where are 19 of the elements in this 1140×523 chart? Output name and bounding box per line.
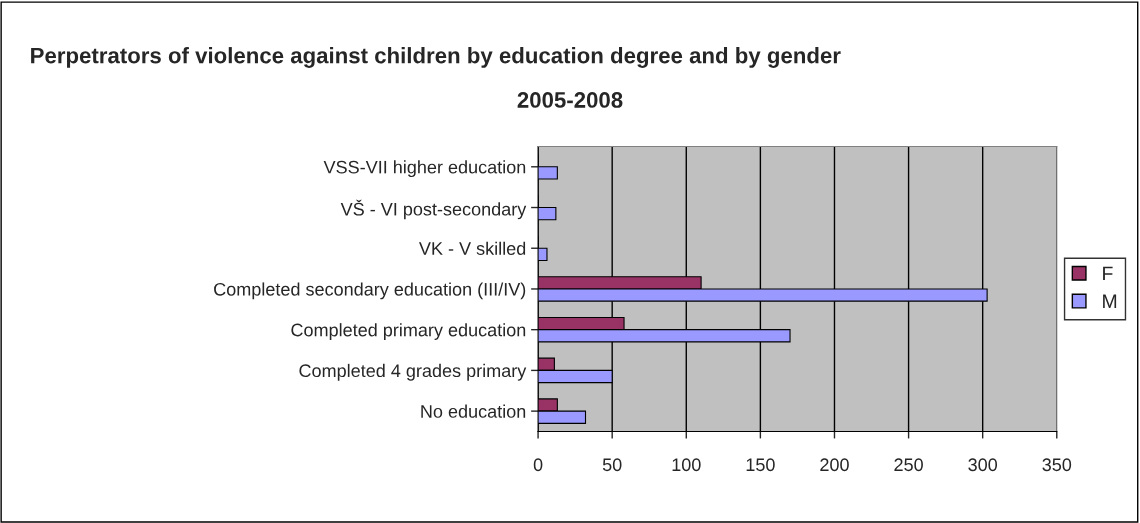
chart-subtitle: 2005-2008 [517,92,623,108]
y-tick-label: VK - V skilled [418,241,526,255]
x-tick-label: 100 [672,458,701,472]
y-tick-label: Completed 4 grades primary [299,363,527,381]
y-tick-label: VSS-VII higher education [323,160,526,178]
legend-label: F [1103,266,1113,281]
y-tick-label: Completed primary education [291,323,526,340]
y-tick-label: VŠ - VI post-secondary [340,199,527,220]
x-tick-label: 150 [746,458,775,472]
y-tick-label: Completed secondary education (III/IV) [214,282,526,300]
legend-label: M [1103,294,1117,308]
x-tick-label: 0 [533,458,543,472]
x-tick-label: 250 [894,458,923,472]
chart-title: Perpetrators of violence against children by education degree and by gender [31,47,841,68]
x-tick-label: 200 [820,458,849,472]
x-tick-label: 50 [602,458,622,472]
x-tick-label: 300 [968,458,998,472]
y-tick-label: No education [421,404,526,418]
x-tick-label: 350 [1042,458,1072,472]
